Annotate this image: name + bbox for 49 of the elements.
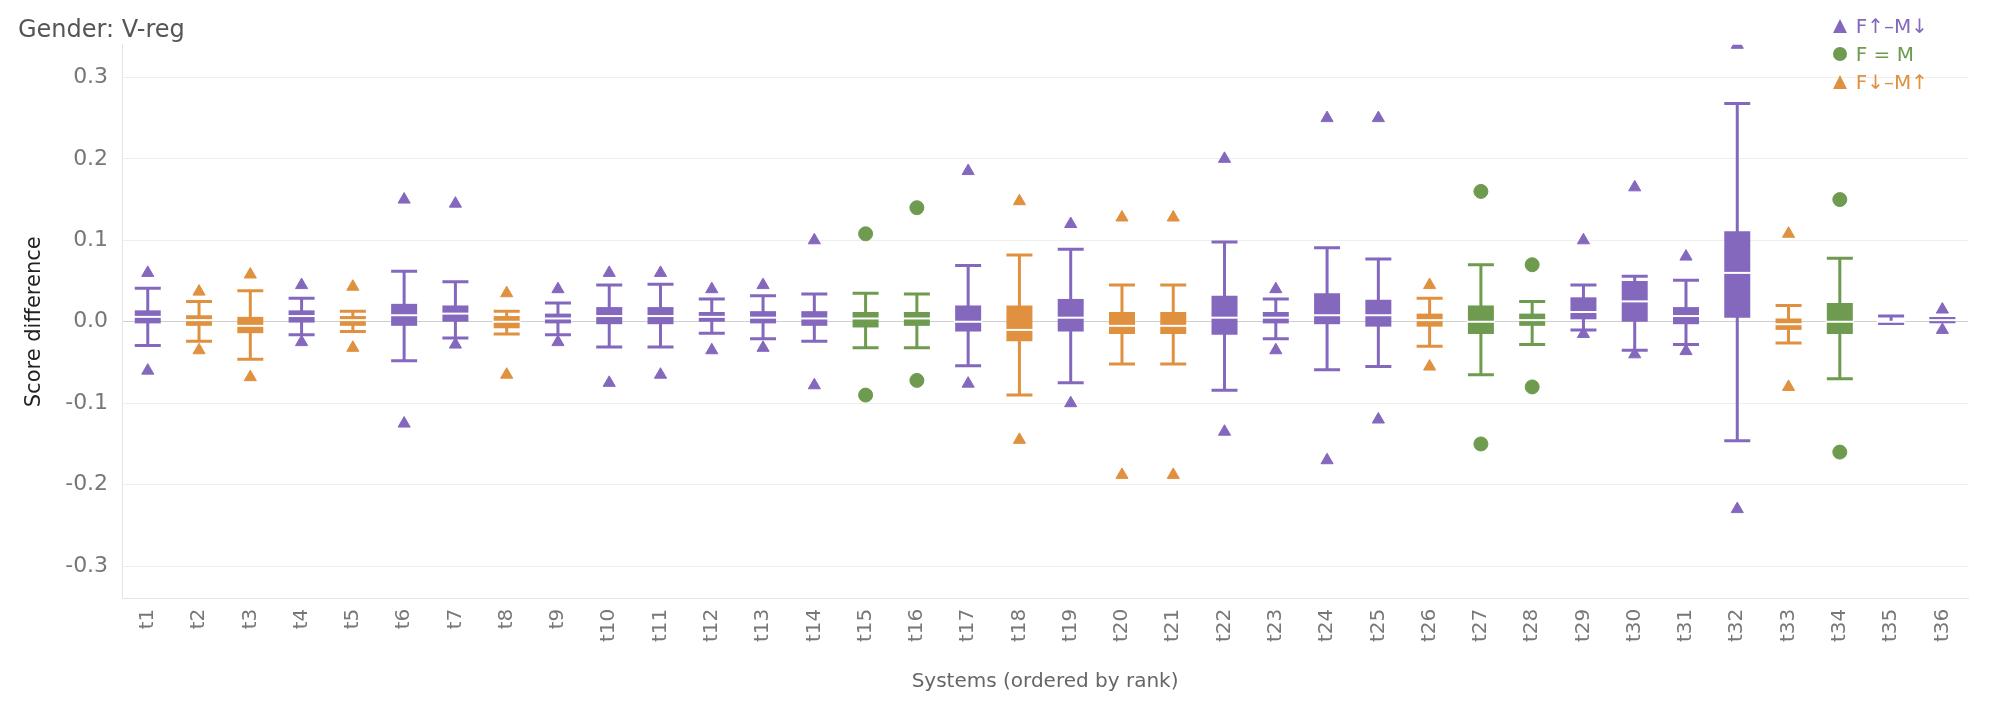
x-tick-label: t31 (1672, 608, 1697, 643)
x-tick-label: t23 (1262, 608, 1286, 643)
legend-label: F = M (1855, 42, 1914, 66)
x-tick-label: t30 (1620, 608, 1645, 643)
x-tick-label: t5 (339, 608, 364, 630)
chart-title: Gender: V-reg (18, 14, 185, 43)
x-tick-label: t3 (236, 608, 261, 630)
x-tick-label: t27 (1467, 608, 1492, 643)
x-tick-label: t16 (903, 608, 928, 643)
x-tick-label: t10 (595, 608, 620, 643)
x-tick-label: t32 (1723, 608, 1748, 643)
x-tick-label: t13 (749, 608, 774, 643)
x-tick-label: t25 (1364, 608, 1389, 643)
x-tick-label: t28 (1518, 608, 1543, 643)
y-tick-label: 0.2 (73, 144, 109, 170)
x-tick-label: t2 (185, 608, 210, 630)
x-tick-label: t24 (1313, 608, 1338, 643)
x-tick-label: t15 (851, 608, 876, 643)
x-tick-label: t35 (1877, 608, 1902, 643)
x-tick-label: t7 (441, 608, 466, 630)
x-tick-label: t18 (1005, 608, 1030, 643)
x-tick-label: t12 (697, 608, 722, 643)
x-tick-label: t22 (1210, 608, 1235, 643)
x-tick-label: t34 (1826, 608, 1851, 643)
x-tick-label: t26 (1415, 608, 1440, 643)
legend-label: F↑–M↓ (1855, 14, 1928, 38)
x-tick-label: t6 (390, 608, 415, 630)
y-tick-label: 0.3 (73, 63, 109, 89)
x-tick-label: t14 (800, 608, 825, 643)
x-tick-label: t9 (544, 608, 569, 630)
y-tick-label: -0.1 (65, 388, 109, 414)
x-tick-label: t33 (1774, 608, 1799, 643)
x-tick-label: t20 (1108, 608, 1133, 643)
y-tick-label: 0.0 (73, 307, 109, 333)
x-tick-label: t19 (1056, 608, 1081, 643)
y-tick-label: 0.1 (73, 226, 109, 252)
x-tick-label: t11 (646, 608, 671, 643)
y-tick-label: -0.3 (65, 551, 109, 577)
x-tick-label: t8 (492, 608, 517, 630)
x-tick-label: t17 (954, 608, 979, 643)
x-tick-label: t4 (287, 608, 312, 630)
legend-label: F↓–M↑ (1855, 70, 1928, 94)
x-tick-label: t36 (1928, 608, 1953, 643)
x-tick-label: t29 (1569, 608, 1594, 643)
y-axis-title: Score difference (21, 236, 46, 408)
x-tick-label: t1 (133, 608, 158, 630)
y-tick-label: -0.2 (65, 470, 109, 496)
x-tick-label: t21 (1159, 608, 1184, 643)
x-axis-title: Systems (ordered by rank) (911, 668, 1179, 693)
